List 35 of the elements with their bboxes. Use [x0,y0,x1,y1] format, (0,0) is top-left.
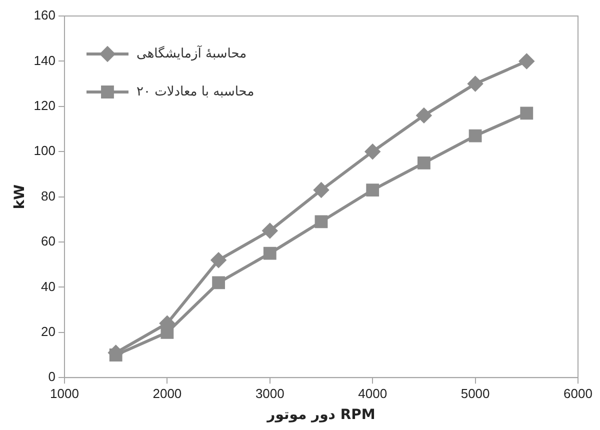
y-tick-label: 80 [41,188,56,204]
y-tick-label: 40 [41,278,56,294]
y-axis-title: kW [12,184,28,210]
point [211,252,226,268]
y-tick-label: 140 [34,52,56,68]
point [109,348,122,362]
point [468,76,483,92]
point [519,54,534,69]
point [263,246,276,260]
point [365,144,380,160]
x-tick-label: 5000 [460,386,490,401]
x-tick-label: 4000 [358,386,388,401]
point [314,215,328,228]
point [417,156,430,170]
legend-label: محاسبهٔ آزمایشگاهی [136,44,247,62]
x-axis-title: دور موتور RPM [266,407,376,424]
y-tick-label: 20 [41,324,56,339]
y-tick-label: 60 [41,234,56,249]
y-tick-label: 0 [48,369,56,384]
y-tick-label: 120 [34,98,56,113]
point [160,326,174,339]
x-tick-label: 1000 [50,386,79,401]
point [468,129,482,142]
point [416,108,432,123]
y-tick-label: 100 [34,143,56,158]
point [212,276,225,290]
point [520,106,534,120]
x-tick-label: 3000 [255,386,284,401]
point [366,184,380,196]
y-tick-label: 160 [34,8,56,23]
x-tick-label: 2000 [152,386,182,401]
point [314,182,329,198]
point [262,223,278,238]
x-tick-label: 6000 [564,386,592,401]
legend-label: محاسبه با معادلات ۲۰ [136,84,254,100]
